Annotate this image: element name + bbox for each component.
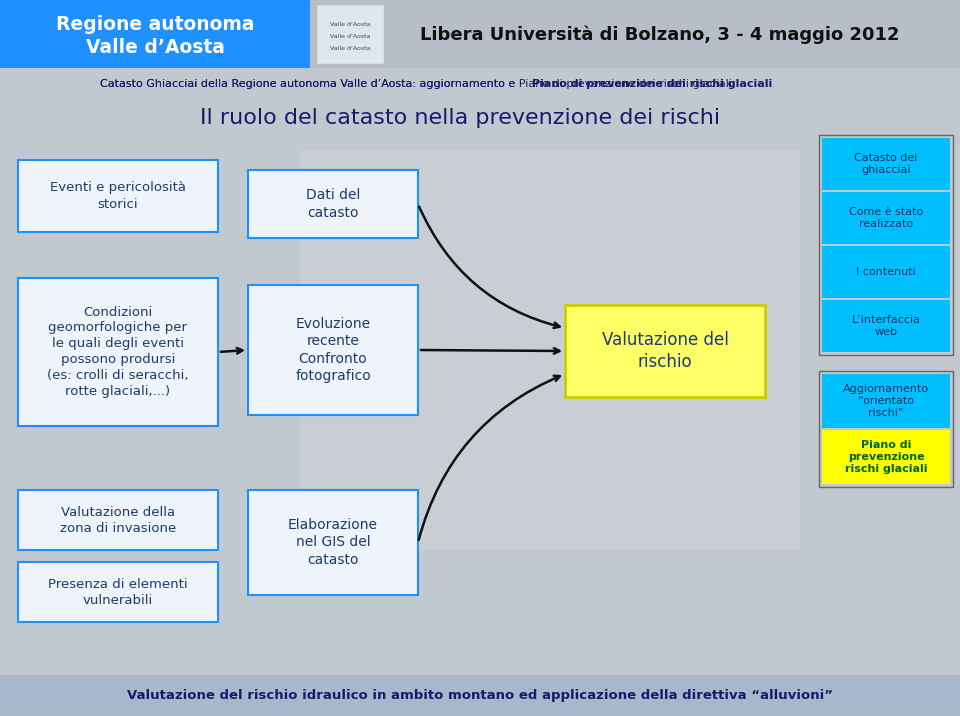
FancyBboxPatch shape bbox=[300, 150, 800, 550]
Text: Evoluzione
recente
Confronto
fotografico: Evoluzione recente Confronto fotografico bbox=[295, 317, 371, 383]
FancyBboxPatch shape bbox=[248, 285, 418, 415]
FancyBboxPatch shape bbox=[18, 278, 218, 426]
FancyBboxPatch shape bbox=[822, 138, 950, 190]
FancyBboxPatch shape bbox=[0, 675, 960, 716]
FancyBboxPatch shape bbox=[0, 68, 960, 678]
FancyBboxPatch shape bbox=[822, 246, 950, 298]
Text: Eventi e pericolosità
storici: Eventi e pericolosità storici bbox=[50, 181, 186, 211]
Text: Catasto Ghiacciai della Regione autonoma Valle d’Aosta: aggiornamento e Piano di: Catasto Ghiacciai della Regione autonoma… bbox=[100, 79, 732, 89]
Text: Valle d'Aosta: Valle d'Aosta bbox=[329, 21, 371, 26]
FancyBboxPatch shape bbox=[248, 170, 418, 238]
FancyBboxPatch shape bbox=[18, 160, 218, 232]
FancyBboxPatch shape bbox=[565, 305, 765, 397]
Text: Piano di prevenzione dei rischi glaciali: Piano di prevenzione dei rischi glaciali bbox=[532, 79, 772, 89]
FancyBboxPatch shape bbox=[18, 562, 218, 622]
Text: Catasto dei
ghiacciai: Catasto dei ghiacciai bbox=[854, 153, 918, 175]
Text: Dati del
catasto: Dati del catasto bbox=[306, 188, 360, 220]
FancyBboxPatch shape bbox=[822, 300, 950, 352]
Text: Condizioni
geomorfologiche per
le quali degli eventi
possono prodursi
(es: croll: Condizioni geomorfologiche per le quali … bbox=[47, 306, 189, 399]
Text: Valle d'Aosta: Valle d'Aosta bbox=[329, 34, 371, 39]
Text: Regione autonoma
Valle d’Aosta: Regione autonoma Valle d’Aosta bbox=[56, 15, 254, 57]
FancyBboxPatch shape bbox=[316, 4, 384, 64]
Text: Presenza di elementi
vulnerabili: Presenza di elementi vulnerabili bbox=[48, 578, 188, 606]
FancyBboxPatch shape bbox=[822, 374, 950, 428]
FancyBboxPatch shape bbox=[822, 430, 950, 484]
Text: Valle d'Aosta: Valle d'Aosta bbox=[329, 46, 371, 51]
Text: L’interfaccia
web: L’interfaccia web bbox=[852, 315, 921, 337]
Text: Catasto Ghiacciai della Regione autonoma Valle d’Aosta: aggiornamento e: Catasto Ghiacciai della Regione autonoma… bbox=[100, 79, 518, 89]
FancyBboxPatch shape bbox=[18, 490, 218, 550]
Text: Come è stato
realizzato: Come è stato realizzato bbox=[849, 207, 924, 229]
FancyBboxPatch shape bbox=[0, 0, 310, 68]
Text: Valutazione del
rischio: Valutazione del rischio bbox=[602, 331, 729, 371]
Text: Valutazione del rischio idraulico in ambito montano ed applicazione della dirett: Valutazione del rischio idraulico in amb… bbox=[127, 689, 833, 702]
Text: Piano di
prevenzione
rischi glaciali: Piano di prevenzione rischi glaciali bbox=[845, 440, 927, 475]
Text: Elaborazione
nel GIS del
catasto: Elaborazione nel GIS del catasto bbox=[288, 518, 378, 567]
Text: Libera Università di Bolzano, 3 - 4 maggio 2012: Libera Università di Bolzano, 3 - 4 magg… bbox=[420, 26, 900, 44]
FancyBboxPatch shape bbox=[248, 490, 418, 595]
Text: Aggiornamento
“orientato
rischi”: Aggiornamento “orientato rischi” bbox=[843, 384, 929, 418]
Text: Il ruolo del catasto nella prevenzione dei rischi: Il ruolo del catasto nella prevenzione d… bbox=[200, 108, 720, 128]
Text: Valutazione della
zona di invasione: Valutazione della zona di invasione bbox=[60, 505, 176, 535]
Text: I contenuti: I contenuti bbox=[856, 267, 916, 277]
FancyBboxPatch shape bbox=[822, 192, 950, 244]
